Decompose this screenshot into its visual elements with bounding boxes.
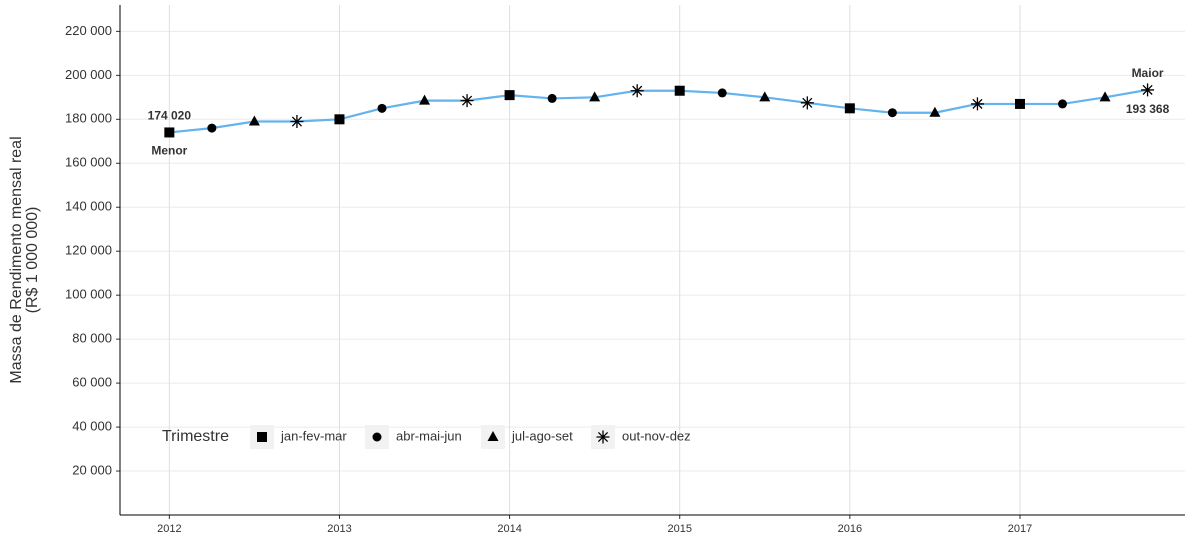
point-asterisk [630,84,644,98]
y-axis-label: Massa de Rendimento mensal real [8,136,25,383]
point-square [1014,98,1025,109]
point-circle [207,123,217,133]
legend-label: out-nov-dez [622,428,691,443]
line [169,88,1148,134]
value-label: 174 020 [148,109,192,123]
legend-title: Trimestre [162,428,229,445]
point-triangle [1099,91,1111,102]
point-circle [547,93,557,103]
point-asterisk [970,97,984,111]
y-tick-label: 220 000 [65,23,112,38]
legend-label: jul-ago-set [511,428,573,443]
y-tick-label: 200 000 [65,67,112,82]
y-tick-label: 180 000 [65,111,112,126]
point-circle [372,432,382,442]
y-axis-label: (R$ 1 000 000) [24,207,41,314]
y-tick-label: 120 000 [65,243,112,258]
point-circle [887,108,897,118]
point-square [504,90,515,101]
legend-label: abr-mai-jun [396,428,462,443]
point-square [164,127,175,138]
point-circle [717,88,727,98]
x-tick-label: 2013 [327,523,351,535]
legend-label: jan-fev-mar [280,428,347,443]
x-tick-label: 2017 [1008,523,1032,535]
point-asterisk [1141,83,1155,97]
point-triangle [589,91,601,102]
y-tick-label: 100 000 [65,287,112,302]
y-tick-label: 60 000 [72,375,112,390]
y-tick-label: 140 000 [65,199,112,214]
point-triangle [487,431,499,441]
value-label: 193 368 [1126,102,1170,116]
point-asterisk [596,430,610,444]
annotation: Menor [151,144,187,158]
point-asterisk [460,94,474,108]
point-square [844,103,855,114]
point-triangle [929,106,941,117]
x-tick-label: 2016 [838,523,862,535]
x-tick-label: 2015 [667,523,691,535]
y-tick-label: 80 000 [72,331,112,346]
x-tick-label: 2014 [497,523,521,535]
point-square [334,114,345,125]
x-tick-label: 2012 [157,523,181,535]
point-square [674,85,685,96]
point-triangle [759,91,771,102]
y-tick-label: 20 000 [72,462,112,477]
point-circle [377,103,387,113]
y-tick-label: 160 000 [65,155,112,170]
point-asterisk [800,96,814,110]
point-circle [1058,99,1068,109]
point-triangle [419,94,431,105]
annotation: Maior [1132,66,1164,80]
y-tick-label: 40 000 [72,419,112,434]
point-square [257,432,267,442]
point-asterisk [290,115,304,129]
point-triangle [248,115,260,126]
